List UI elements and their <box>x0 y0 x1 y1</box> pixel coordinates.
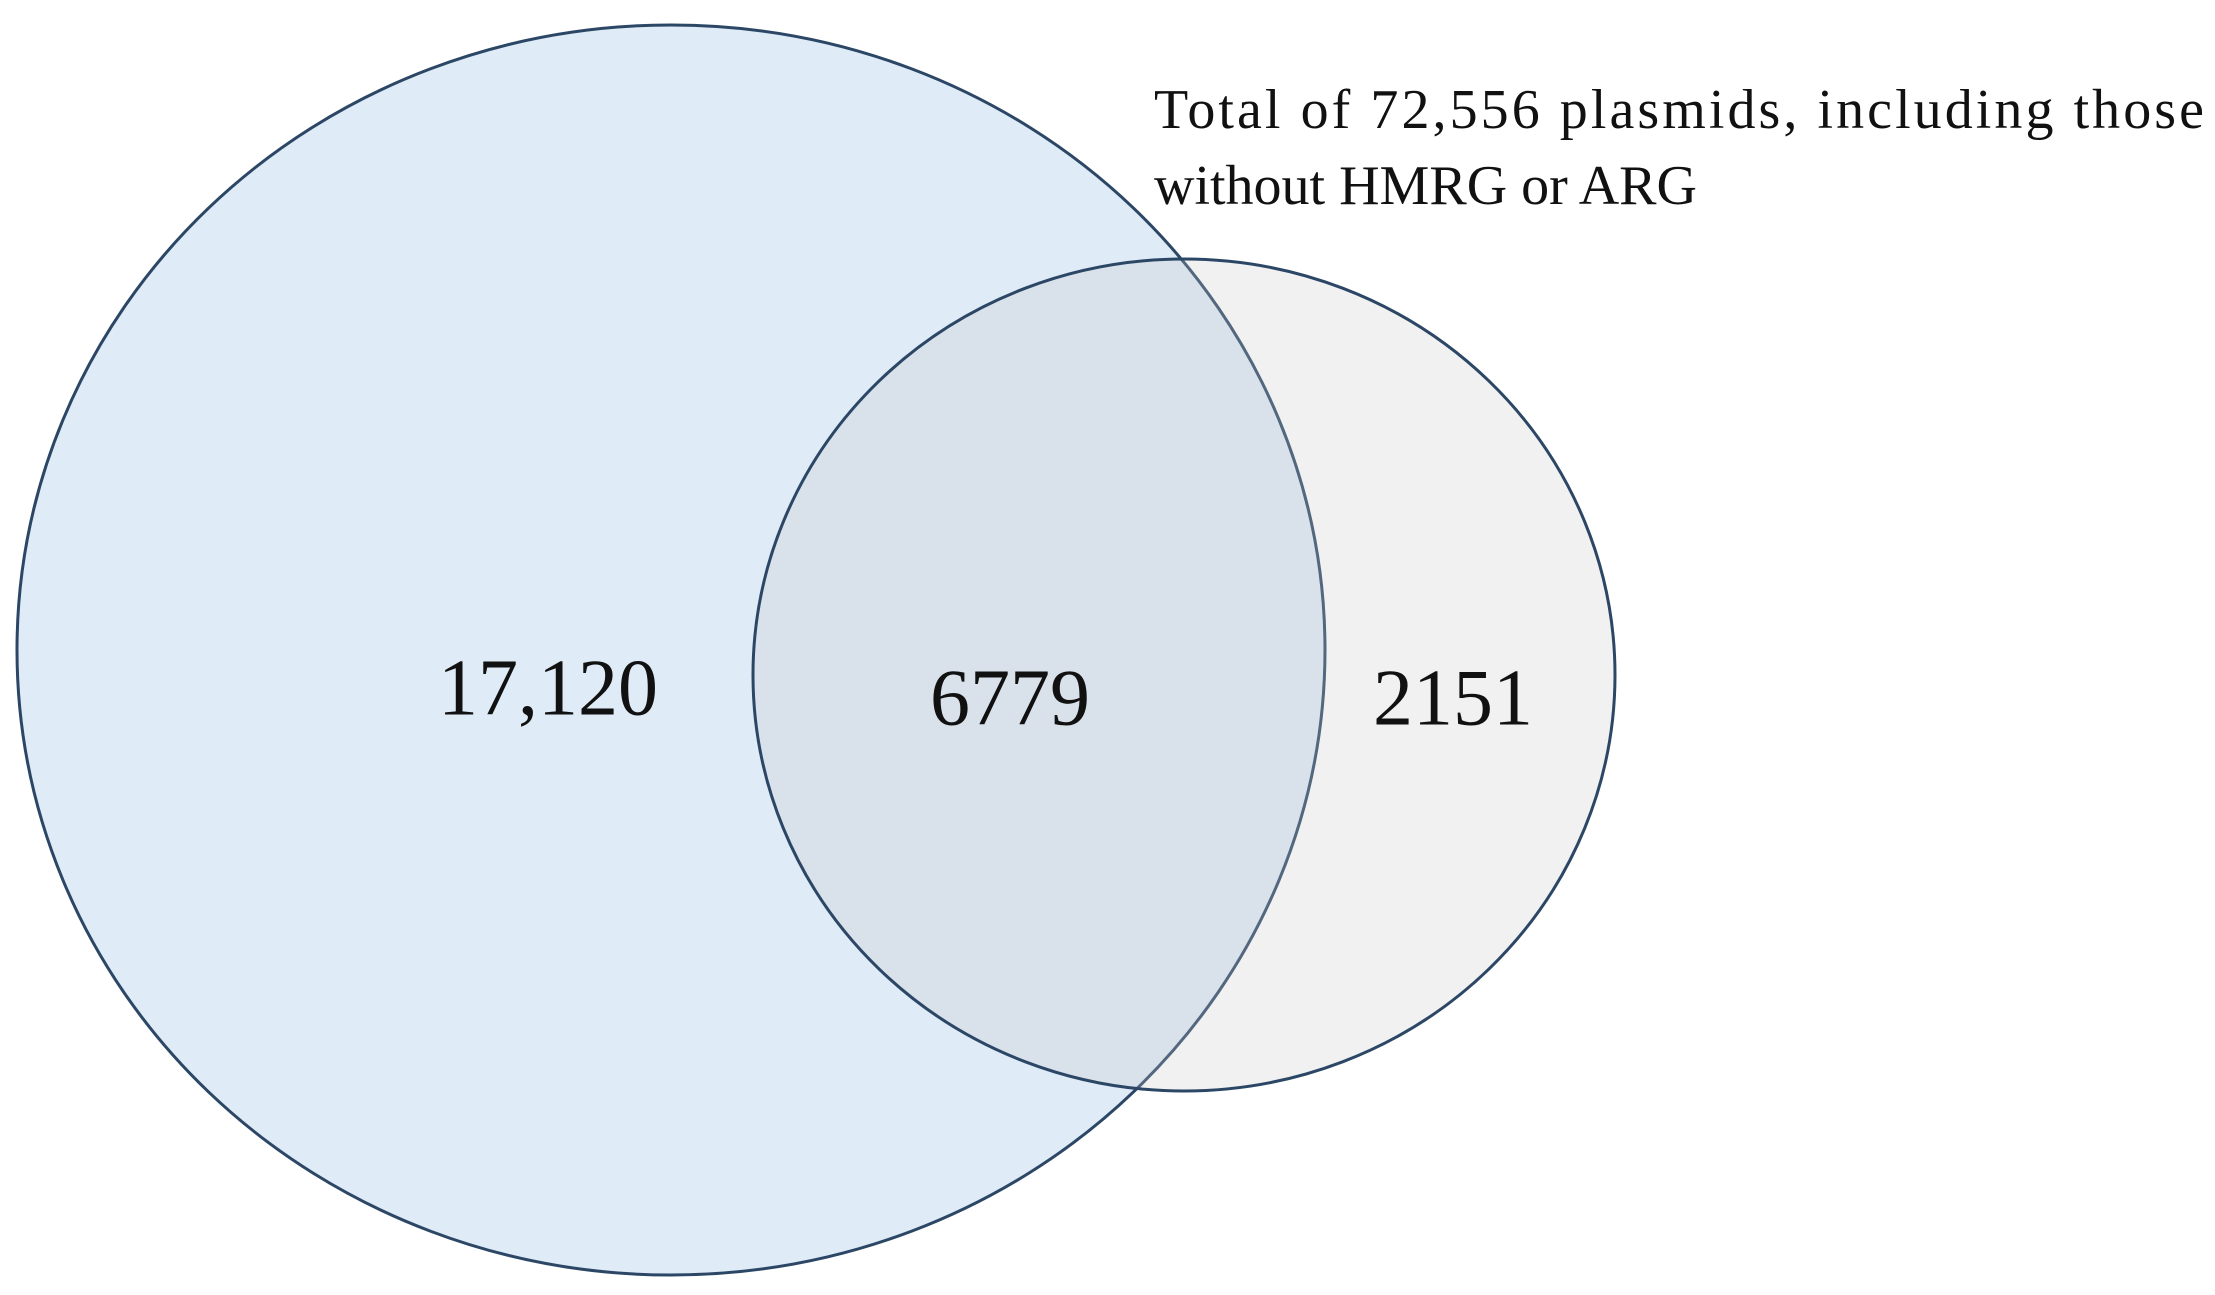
note-line: without HMRG or ARG <box>1154 155 1697 217</box>
right-only-count: 2151 <box>1373 654 1533 742</box>
note-line: Total of 72,556 plasmids, including thos… <box>1154 79 2204 141</box>
overlap-count: 6779 <box>930 654 1090 742</box>
left-only-count: 17,120 <box>438 644 658 732</box>
left-set <box>15 23 1327 1277</box>
right-set <box>751 257 1617 1093</box>
